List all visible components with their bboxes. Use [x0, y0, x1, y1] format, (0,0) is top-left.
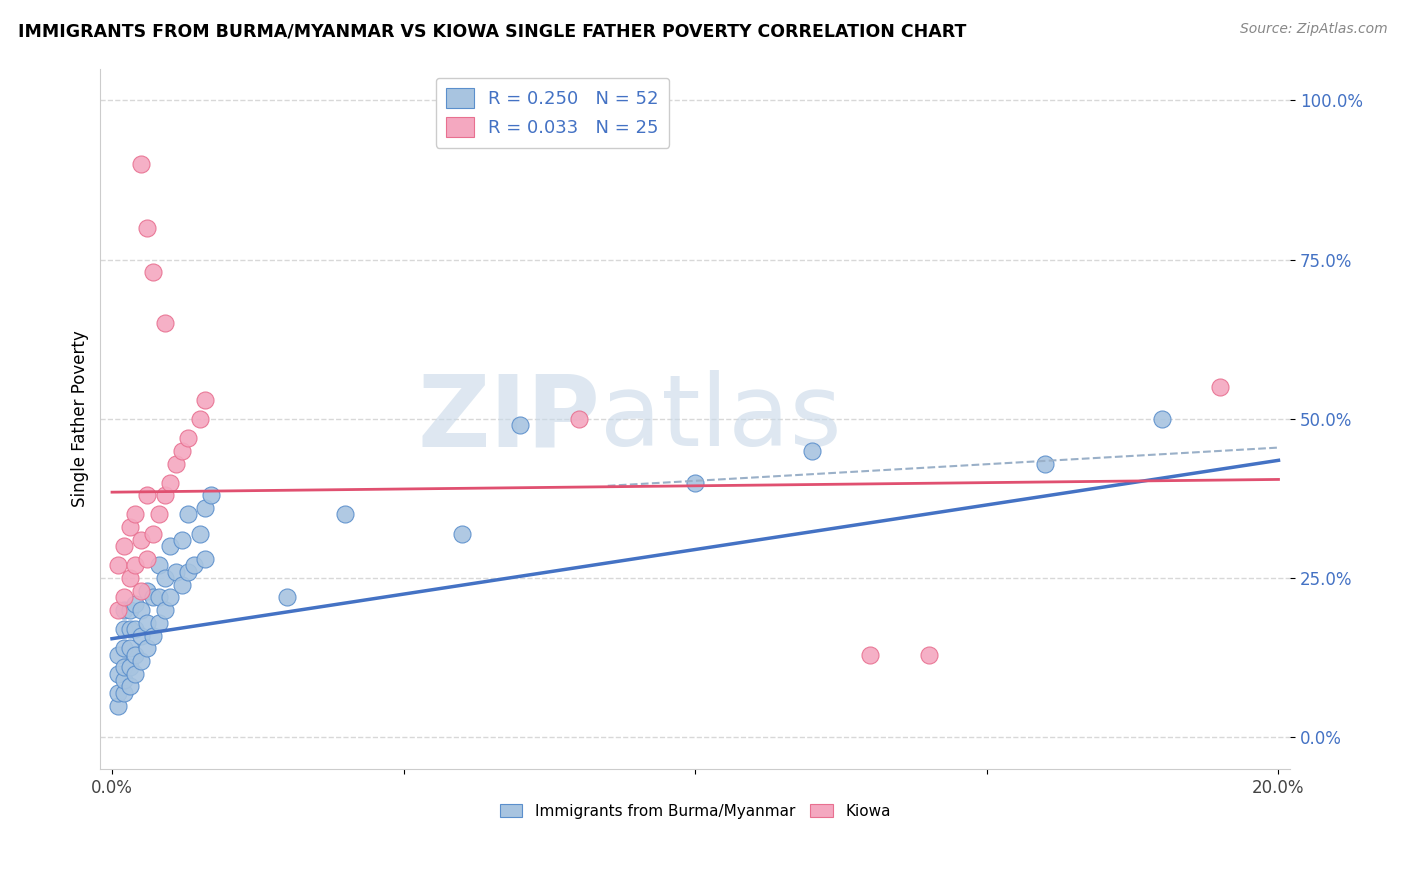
Point [153, 488, 176, 502]
Point [136, 641, 159, 656]
Point [124, 622, 146, 636]
Point [165, 565, 187, 579]
Point [107, 666, 129, 681]
Point [136, 583, 159, 598]
Point [148, 615, 170, 630]
Text: ZIP: ZIP [418, 370, 600, 467]
Point [153, 317, 176, 331]
Point [170, 577, 193, 591]
Point [118, 660, 141, 674]
Point [1033, 457, 1056, 471]
Point [129, 583, 152, 598]
Point [129, 654, 152, 668]
Point [451, 526, 474, 541]
Point [800, 443, 823, 458]
Point [124, 508, 146, 522]
Point [194, 552, 217, 566]
Point [124, 648, 146, 662]
Point [170, 443, 193, 458]
Point [142, 265, 165, 279]
Point [107, 648, 129, 662]
Point [177, 565, 200, 579]
Text: atlas: atlas [600, 370, 842, 467]
Point [118, 603, 141, 617]
Point [112, 660, 135, 674]
Point [153, 571, 176, 585]
Point [183, 558, 205, 573]
Point [136, 488, 159, 502]
Point [142, 628, 165, 642]
Point [112, 539, 135, 553]
Point [188, 412, 211, 426]
Point [683, 475, 706, 490]
Point [1150, 412, 1173, 426]
Point [859, 648, 882, 662]
Point [136, 615, 159, 630]
Point [142, 526, 165, 541]
Point [124, 597, 146, 611]
Point [118, 571, 141, 585]
Point [568, 412, 591, 426]
Point [112, 641, 135, 656]
Point [107, 698, 129, 713]
Point [177, 508, 200, 522]
Point [112, 686, 135, 700]
Legend: Immigrants from Burma/Myanmar, Kiowa: Immigrants from Burma/Myanmar, Kiowa [494, 797, 897, 825]
Point [107, 603, 129, 617]
Point [129, 628, 152, 642]
Point [118, 641, 141, 656]
Point [112, 622, 135, 636]
Point [276, 591, 298, 605]
Point [188, 526, 211, 541]
Point [129, 533, 152, 547]
Point [142, 591, 165, 605]
Point [148, 591, 170, 605]
Point [194, 501, 217, 516]
Point [159, 539, 181, 553]
Point [148, 558, 170, 573]
Point [153, 603, 176, 617]
Point [118, 520, 141, 534]
Point [170, 533, 193, 547]
Y-axis label: Single Father Poverty: Single Father Poverty [72, 331, 89, 508]
Point [129, 603, 152, 617]
Point [124, 666, 146, 681]
Point [335, 508, 357, 522]
Point [509, 418, 531, 433]
Point [136, 220, 159, 235]
Point [129, 157, 152, 171]
Point [136, 552, 159, 566]
Point [107, 686, 129, 700]
Point [917, 648, 939, 662]
Point [107, 558, 129, 573]
Point [118, 622, 141, 636]
Point [112, 591, 135, 605]
Point [159, 591, 181, 605]
Text: Source: ZipAtlas.com: Source: ZipAtlas.com [1240, 22, 1388, 37]
Point [165, 457, 187, 471]
Point [177, 431, 200, 445]
Text: IMMIGRANTS FROM BURMA/MYANMAR VS KIOWA SINGLE FATHER POVERTY CORRELATION CHART: IMMIGRANTS FROM BURMA/MYANMAR VS KIOWA S… [18, 22, 967, 40]
Point [118, 680, 141, 694]
Point [148, 508, 170, 522]
Point [194, 392, 217, 407]
Point [124, 558, 146, 573]
Point [1209, 380, 1232, 394]
Point [159, 475, 181, 490]
Point [200, 488, 222, 502]
Point [112, 673, 135, 687]
Point [112, 603, 135, 617]
